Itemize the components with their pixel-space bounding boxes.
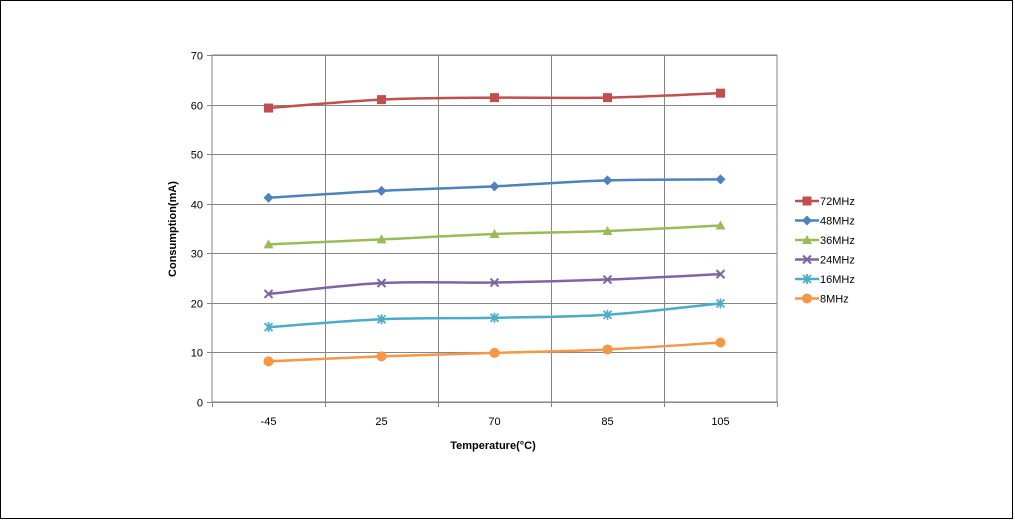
marker-square [490,93,499,103]
marker-x [376,278,387,288]
marker-square [377,95,386,105]
x-tick-label: -45 [261,416,277,428]
marker-circle [602,344,613,355]
marker-star [602,309,613,320]
y-tick-label: 60 [191,101,203,113]
marker-circle [802,293,812,304]
legend-label: 16MHz [820,274,855,286]
y-tick-label: 0 [197,398,203,410]
marker-star [489,312,500,323]
series-36MHz [263,220,726,249]
marker-diamond [263,192,274,203]
x-tick-labels: -45 25 70 85 105 [261,416,730,428]
y-tick-label: 40 [191,200,203,212]
marker-square [603,93,612,103]
y-tick-label: 30 [191,249,203,261]
series-72MHz [264,88,725,113]
marker-star [376,314,387,325]
plot-area [211,54,778,403]
legend-item: 16MHz [795,274,855,286]
legend-item: 48MHz [795,215,855,228]
marker-circle [489,347,500,358]
marker-triangle [802,235,812,244]
series-line [268,272,721,296]
legend-item: 24MHz [795,255,855,267]
marker-diamond [602,175,613,186]
marker-star [715,298,726,309]
y-tick-labels: 0 10 20 30 40 50 60 70 [191,51,203,410]
legend-label: 48MHz [820,216,855,228]
series-48MHz [263,174,726,203]
marker-diamond [802,215,812,226]
legend-label: 36MHz [820,235,855,247]
marker-triangle [602,225,613,235]
marker-x [263,289,274,299]
y-tick-label: 10 [191,348,203,360]
series-lines [263,88,726,367]
y-tick-label: 50 [191,150,203,162]
marker-diamond [489,181,500,192]
x-axis-title: Temperature(°C) [450,440,536,452]
marker-square [716,88,725,98]
legend-item: 36MHz [795,235,855,247]
marker-square [264,103,273,113]
x-tick-label: 105 [711,416,729,428]
legend-label: 24MHz [820,255,855,267]
marker-x [489,277,500,288]
y-tick-label: 70 [191,51,203,63]
marker-x [802,254,812,265]
y-axis-title: Consumption(mA) [167,181,179,277]
marker-circle [376,351,387,362]
marker-circle [715,337,726,348]
legend: 72MHz 48MHz 36MHz 24MHz 16MHz 8MHz [795,196,855,306]
y-tick-label: 20 [191,299,203,311]
marker-x [715,269,726,279]
marker-triangle [489,228,500,238]
marker-triangle [715,220,726,230]
legend-label: 8MHz [820,294,849,306]
series-8MHz [263,337,726,367]
marker-diamond [715,174,726,185]
marker-star [263,322,274,333]
marker-x [602,274,613,285]
series-24MHz [263,269,726,299]
x-tick-label: 85 [601,416,613,428]
legend-item: 72MHz [795,196,855,208]
legend-item: 8MHz [795,293,849,306]
series-16MHz [263,298,726,333]
legend-label: 72MHz [820,196,855,208]
x-tick-label: 25 [375,416,387,428]
marker-square [802,196,812,206]
marker-triangle [376,234,387,244]
x-tick-label: 70 [488,416,500,428]
marker-diamond [376,185,387,196]
axes [211,54,778,403]
marker-circle [263,356,274,367]
marker-star [802,274,812,284]
marker-triangle [263,239,274,249]
